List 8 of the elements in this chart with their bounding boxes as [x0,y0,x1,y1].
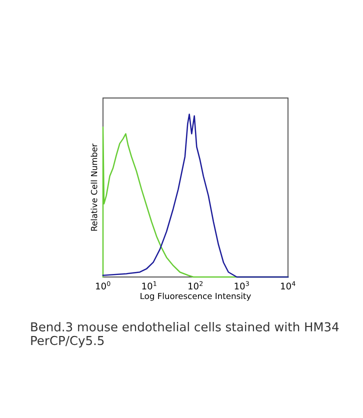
x-tick-label: 10$^{2}$ [188,281,203,290]
y-axis-title: Relative Cell Number [90,144,98,231]
x-tick-label: 10$^{4}$ [281,281,296,290]
x-tick-label: 10$^{1}$ [142,281,156,290]
text: Bend.3 mouse endothelial cells stained with HM34 PerCP/Cy5.5 [31,322,339,348]
x-tick-label: 10$^{3}$ [234,281,249,290]
x-tick-label: 10$^{0}$ [96,281,110,290]
x-axis-title: Log Fluorescence Intensity [140,292,251,301]
